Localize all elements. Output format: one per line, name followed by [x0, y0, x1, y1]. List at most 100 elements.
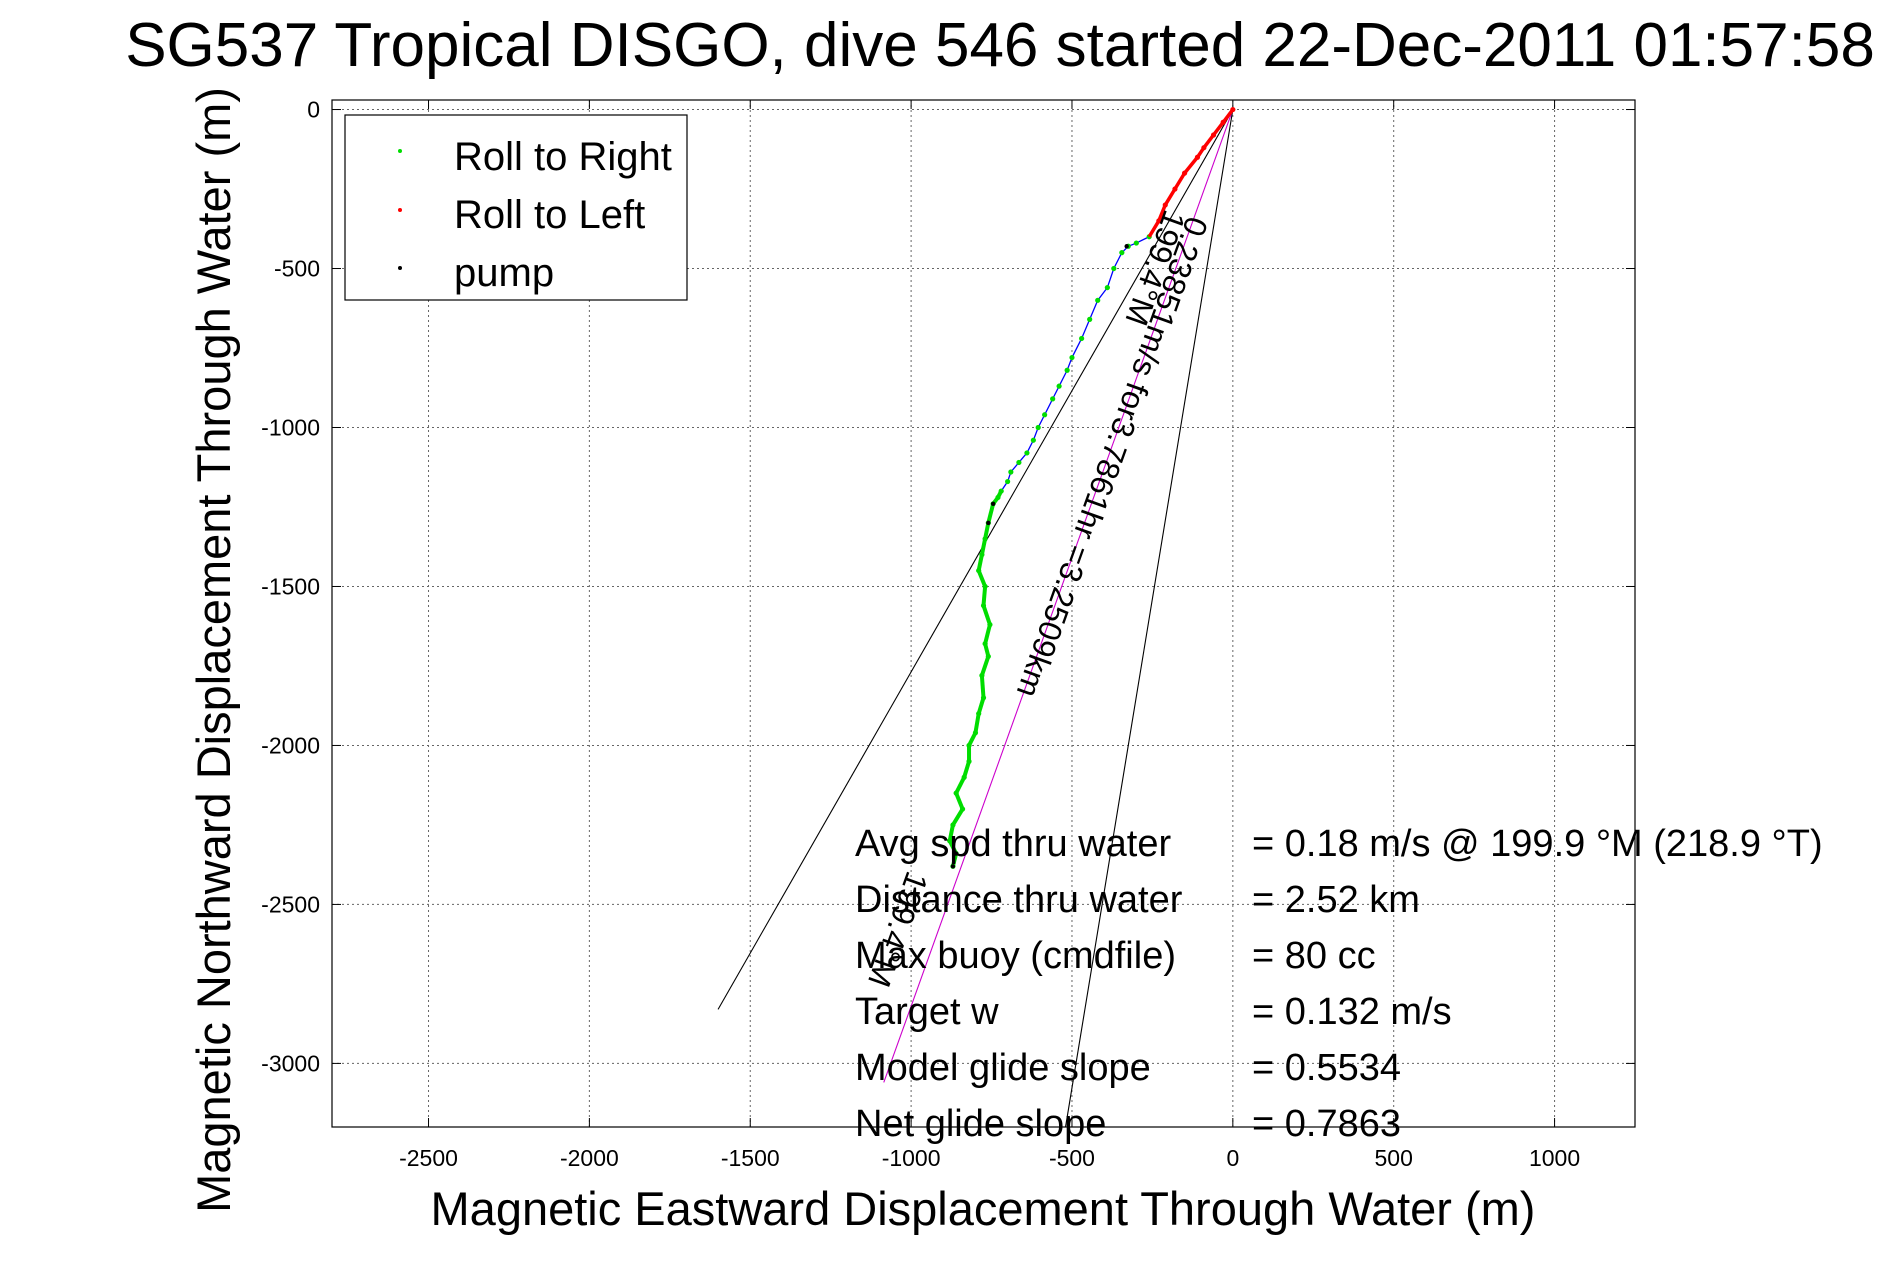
track-point: [1079, 335, 1085, 342]
roll-left-segment: [1157, 204, 1167, 222]
roll-right-segment: [954, 776, 966, 795]
roll-left-segment: [1221, 108, 1235, 124]
chart-title: SG537 Tropical DISGO, dive 546 started 2…: [125, 11, 1875, 80]
track-point: [1005, 478, 1011, 485]
roll-right-segment: [947, 824, 955, 842]
x-tick-label: -1000: [882, 1145, 941, 1171]
track-point: [1056, 383, 1062, 389]
track-point: [1119, 250, 1125, 256]
roll-right-segment: [979, 538, 988, 556]
roll-right-segment: [979, 675, 986, 698]
x-tick-label: 1000: [1529, 1145, 1580, 1171]
roll-left-segment: [1183, 156, 1199, 175]
pump-point: [953, 851, 959, 856]
roll-left-segment: [1147, 219, 1161, 238]
roll-right-segment: [983, 522, 991, 540]
roll-right-segment: [983, 643, 991, 657]
x-tick-label: 0: [1226, 1145, 1239, 1171]
legend-label-roll-right: Roll to Right: [454, 135, 672, 179]
roll-right-segment: [979, 655, 991, 677]
roll-left-segment: [1195, 146, 1206, 159]
y-tick-label: -500: [274, 256, 320, 282]
heading-line: [1064, 109, 1234, 1128]
roll-right-segment: [973, 713, 981, 734]
x-tick-label: -500: [1049, 1145, 1095, 1171]
stat-label: Distance thru water: [855, 879, 1183, 921]
stat-value: = 2.52 km: [1252, 879, 1420, 921]
pump-point: [1124, 244, 1129, 249]
y-tick-label: -3000: [261, 1050, 320, 1076]
stat-value: = 0.18 m/s @ 199.9 °M (218.9 °T): [1252, 823, 1823, 865]
roll-right-segment: [976, 697, 986, 715]
stat-label: Avg spd thru water: [855, 823, 1171, 865]
roll-right-segment: [976, 554, 984, 571]
pump-point: [986, 520, 991, 526]
track-point: [1030, 437, 1036, 443]
y-axis-label: Magnetic Northward Displacement Through …: [187, 87, 240, 1213]
track-point: [1069, 354, 1075, 361]
roll-right-segment: [947, 839, 958, 855]
legend: Roll to Right Roll to Left pump: [344, 114, 688, 301]
stat-value: = 0.132 m/s: [1252, 991, 1452, 1033]
pump-point: [990, 501, 996, 507]
dive-track: [947, 106, 1236, 869]
y-tick-label: 0: [307, 97, 320, 123]
legend-marker-roll-left: [398, 208, 402, 212]
roll-left-segment: [1173, 172, 1187, 190]
roll-right-segment: [976, 569, 987, 588]
dive-stats: Avg spd thru water = 0.18 m/s @ 199.9 °M …: [855, 823, 1823, 1145]
roll-left-segment: [1163, 188, 1177, 206]
roll-right-segment: [954, 792, 965, 810]
roll-right-segment: [983, 624, 992, 645]
pump-point: [950, 864, 956, 869]
stat-label: Net glide slope: [855, 1103, 1106, 1145]
y-tick-label: -2000: [261, 732, 320, 758]
track-point: [1035, 424, 1041, 431]
roll-right-segment: [951, 808, 965, 826]
x-axis-ticks: -2500 -2000 -1500 -1000 -500 0 500 1000: [399, 100, 1580, 1171]
legend-marker-roll-right: [398, 149, 402, 153]
stat-label: Target w: [855, 991, 999, 1033]
y-tick-label: -1000: [261, 414, 320, 440]
track-point: [1016, 459, 1022, 466]
y-tick-label: -2500: [261, 891, 320, 917]
track-point: [1050, 396, 1056, 402]
track-point: [1104, 284, 1110, 291]
roll-left-segment: [1202, 133, 1215, 149]
track-point: [1064, 367, 1070, 373]
stat-value: = 80 cc: [1252, 935, 1376, 977]
track-point: [1087, 316, 1093, 322]
roll-right-segment: [981, 604, 992, 626]
track-point: [1095, 297, 1101, 303]
stat-label: Model glide slope: [855, 1047, 1151, 1089]
track-point: [1111, 265, 1117, 272]
legend-label-roll-left: Roll to Left: [454, 193, 645, 237]
roll-left-segment: [1212, 121, 1225, 137]
roll-right-segment: [986, 503, 996, 524]
legend-marker-pump: [398, 266, 402, 270]
heading-line: [717, 109, 1234, 1010]
roll-right-segment: [981, 586, 988, 606]
heading-line: [883, 109, 1234, 1083]
x-tick-label: -1500: [721, 1145, 780, 1171]
track-point: [1024, 450, 1030, 456]
track-point: [1133, 240, 1139, 246]
roll-right-segment: [967, 731, 978, 747]
stat-value: = 0.7863: [1252, 1103, 1401, 1145]
legend-box: [344, 114, 688, 301]
legend-label-pump: pump: [454, 251, 554, 295]
stat-value: = 0.5534: [1252, 1047, 1401, 1089]
heading-lines: [717, 109, 1234, 1128]
x-tick-label: -2000: [560, 1145, 619, 1171]
roll-right-segment: [962, 760, 971, 778]
track-point: [1042, 412, 1048, 418]
stat-label: Max buoy (cmdfile): [855, 935, 1176, 977]
y-tick-label: -1500: [261, 573, 320, 599]
x-axis-label: Magnetic Eastward Displacement Through W…: [431, 1182, 1536, 1235]
y-axis-ticks: 0 -500 -1000 -1500 -2000 -2500 -3000: [261, 97, 1635, 1076]
roll-right-segment: [996, 490, 1003, 499]
track-point: [1008, 469, 1014, 475]
x-tick-label: 500: [1375, 1145, 1413, 1171]
x-tick-label: -2500: [399, 1145, 458, 1171]
